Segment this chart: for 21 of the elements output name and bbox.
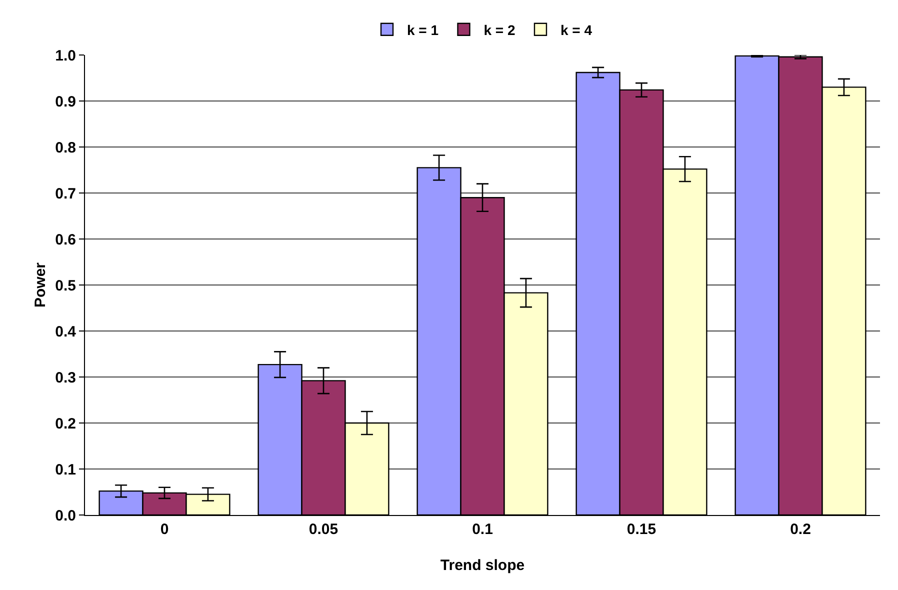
x-tick-label: 0.15 [626, 521, 656, 538]
x-tick-label: 0.2 [790, 521, 811, 538]
x-tick-label: 0.05 [308, 521, 338, 538]
y-tick-label: 0.2 [55, 415, 76, 432]
y-tick-label: 0.6 [55, 231, 76, 248]
y-axis-title: Power [32, 262, 49, 308]
legend-label: k = 4 [560, 22, 592, 38]
x-tick-label: 0 [160, 521, 169, 538]
y-tick-label: 0.7 [55, 185, 76, 202]
legend-label: k = 2 [484, 22, 516, 38]
y-tick-label: 0.3 [55, 369, 76, 386]
y-tick-label: 0.8 [55, 139, 76, 156]
x-axis-title: Trend slope [440, 557, 525, 574]
x-tick-label: 0.1 [472, 521, 493, 538]
y-tick-label: 0.4 [55, 323, 77, 340]
y-tick-label: 0.1 [55, 461, 76, 478]
y-tick-label: 1.0 [55, 47, 76, 64]
y-tick-label: 0.0 [55, 507, 76, 524]
y-tick-label: 0.5 [55, 277, 76, 294]
legend-label: k = 1 [407, 22, 439, 38]
y-tick-label: 0.9 [55, 93, 76, 110]
